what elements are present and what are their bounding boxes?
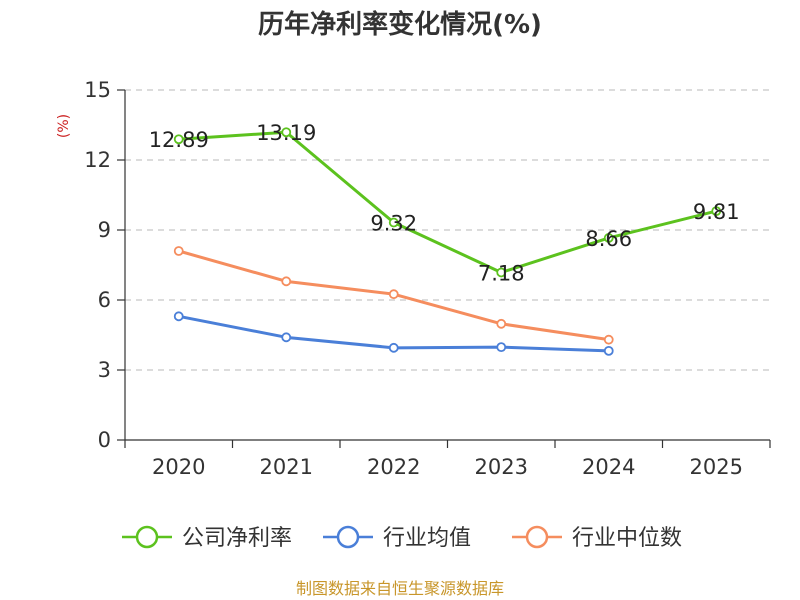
data-point-1[interactable]: [388, 342, 399, 353]
legend-item-2[interactable]: 行业中位数: [512, 525, 682, 551]
x-tick-label: 2025: [690, 455, 743, 479]
chart-title: 历年净利率变化情况(%): [258, 9, 542, 40]
grid-lines: [125, 89, 770, 371]
legend-label: 公司净利率: [182, 526, 292, 551]
legend-item-1[interactable]: 行业均值: [323, 525, 471, 551]
y-tick-label: 0: [98, 428, 111, 452]
y-tick-label: 15: [84, 78, 111, 102]
axes: 0 3 6 9 12 15 2020 2021 2022 2023 2024 2025: [84, 78, 771, 479]
legend-label: 行业中位数: [572, 526, 682, 551]
series-lines: [173, 127, 722, 356]
x-tick-label: 2022: [367, 455, 420, 479]
data-label: 7.18: [478, 261, 525, 285]
data-point-2[interactable]: [388, 289, 399, 300]
data-point-0[interactable]: [711, 206, 722, 217]
y-tick-label: 3: [98, 358, 111, 382]
legend-item-0[interactable]: 公司净利率: [122, 525, 292, 551]
data-point-0[interactable]: [496, 267, 507, 278]
data-label: 9.81: [693, 200, 740, 224]
x-tick-label: 2021: [260, 455, 313, 479]
data-point-2[interactable]: [496, 318, 507, 329]
y-tick-label: 9: [98, 218, 111, 242]
y-tick-label: 12: [84, 148, 111, 172]
data-point-2[interactable]: [281, 276, 292, 287]
data-labels: 12.89 13.19 9.32 7.18 8.66 9.81: [149, 121, 740, 285]
x-tick-label: 2020: [152, 455, 205, 479]
data-point-1[interactable]: [281, 332, 292, 343]
legend-label: 行业均值: [383, 526, 471, 551]
data-label: 12.89: [149, 128, 209, 152]
series-line-0: [178, 130, 717, 274]
x-tick-label: 2024: [582, 455, 635, 479]
data-point-1[interactable]: [173, 311, 184, 322]
legend[interactable]: 公司净利率 行业均值 行业中位数: [122, 525, 682, 551]
y-axis-unit-label: (%): [56, 114, 72, 138]
data-point-0[interactable]: [173, 134, 184, 145]
data-point-1[interactable]: [603, 345, 614, 356]
y-tick-label: 6: [98, 288, 111, 312]
data-point-0[interactable]: [388, 217, 399, 228]
data-point-2[interactable]: [603, 334, 614, 345]
x-tick-label: 2023: [475, 455, 528, 479]
legend-marker-icon: [525, 525, 549, 549]
legend-marker-icon: [135, 525, 159, 549]
data-source-note: 制图数据来自恒生聚源数据库: [296, 579, 504, 598]
data-label: 13.19: [256, 121, 316, 145]
legend-marker-icon: [336, 525, 360, 549]
data-point-0[interactable]: [603, 233, 614, 243]
data-label: 8.66: [585, 227, 632, 251]
data-point-0[interactable]: [281, 127, 292, 138]
data-point-2[interactable]: [173, 246, 184, 256]
data-point-1[interactable]: [496, 342, 507, 353]
data-label: 9.32: [370, 212, 417, 236]
